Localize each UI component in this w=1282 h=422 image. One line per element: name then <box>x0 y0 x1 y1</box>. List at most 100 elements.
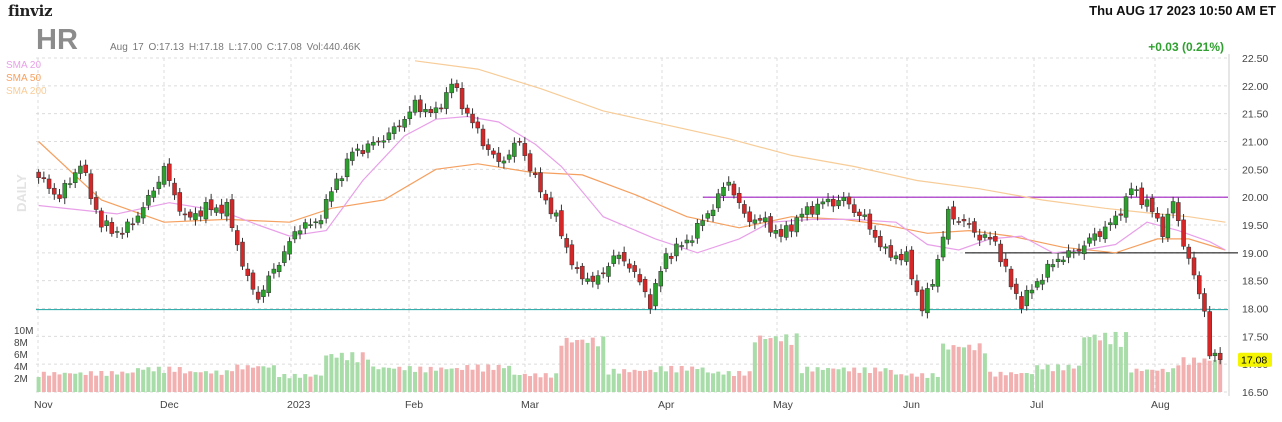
volume-bar <box>350 352 355 392</box>
volume-bar <box>648 369 653 392</box>
x-tick-label: Jun <box>903 399 920 411</box>
candle-body <box>93 197 99 210</box>
volume-bar <box>62 372 67 392</box>
candle-body <box>475 121 481 129</box>
volume-bar <box>407 366 412 392</box>
volume-bar <box>449 368 454 392</box>
candle-body <box>1123 196 1129 218</box>
volume-bar <box>846 371 851 392</box>
volume-bar <box>731 375 736 392</box>
volume-bar <box>653 372 658 392</box>
volume-bar <box>162 372 167 392</box>
candle-body <box>1212 352 1218 357</box>
candle-body <box>642 278 648 293</box>
candle-body <box>480 128 486 147</box>
volume-bar <box>867 373 872 392</box>
candles <box>36 78 1223 365</box>
candle-body <box>161 166 167 185</box>
candle-body <box>329 191 334 202</box>
volume-bar <box>658 366 663 392</box>
x-tick-label: May <box>773 399 794 411</box>
candle-body <box>83 164 88 173</box>
volume-bar <box>501 368 506 392</box>
x-tick-label: Mar <box>521 399 540 411</box>
candle-body <box>506 154 512 160</box>
volume-bar <box>381 367 386 392</box>
sma50-line <box>38 141 1226 254</box>
candle-body <box>1055 258 1061 262</box>
candle-body <box>240 241 245 267</box>
volume-bar <box>815 367 820 392</box>
volume-bar <box>303 374 308 392</box>
volume-bar <box>444 369 449 392</box>
candle-body <box>940 236 946 258</box>
candle-body <box>350 151 355 161</box>
last-price-label: 17.08 <box>1241 355 1267 367</box>
volume-bar <box>716 371 721 392</box>
candle-body <box>621 252 627 262</box>
candle-body <box>41 177 47 179</box>
candle-body <box>344 158 350 178</box>
volume-bar <box>768 338 773 392</box>
candle-body <box>857 211 862 217</box>
candle-body <box>956 221 962 223</box>
candle-body <box>36 171 41 178</box>
candle-body <box>1081 245 1087 255</box>
candle-body <box>1008 268 1014 288</box>
volume-bar <box>78 372 83 392</box>
candle-body <box>878 236 883 248</box>
candle-body <box>752 219 758 224</box>
candle-body <box>323 199 329 219</box>
candle-body <box>120 232 125 235</box>
candle-body <box>496 152 501 162</box>
volume-bar <box>643 370 648 392</box>
candle-body <box>742 204 747 214</box>
candle-body <box>297 230 303 235</box>
volume-bar <box>1045 364 1050 392</box>
candle-body <box>637 274 643 283</box>
legend-sma50: SMA 50 <box>6 73 42 84</box>
volume-bar <box>345 360 350 392</box>
volume-bar <box>705 372 710 392</box>
volume-bar <box>622 369 627 392</box>
candle-body <box>376 140 381 143</box>
volume-bar <box>522 373 527 392</box>
candle-body <box>140 207 146 219</box>
volume-bar <box>1171 368 1176 392</box>
volume-bar <box>1129 372 1134 392</box>
candle-body <box>789 224 794 232</box>
volume-bar <box>1186 364 1191 392</box>
candle-body <box>1217 352 1223 360</box>
volume-bar <box>271 365 276 392</box>
sma200-line <box>414 60 1226 223</box>
candle-body <box>925 288 930 314</box>
volume-bar <box>433 370 438 392</box>
candle-body <box>538 172 543 193</box>
candle-body <box>177 192 183 212</box>
volume-bar <box>663 371 668 392</box>
volume-bar <box>365 359 370 392</box>
candle-body <box>214 207 219 213</box>
candle-body <box>501 160 507 164</box>
candle-body <box>465 107 470 114</box>
volume-bar <box>130 372 135 392</box>
candle-body <box>695 222 700 239</box>
candle-body <box>1034 281 1040 288</box>
candle-body <box>1207 311 1212 357</box>
finviz-logo[interactable]: finviz <box>8 2 53 20</box>
candle-body <box>172 182 177 196</box>
last-price-marker: 17.08 <box>1238 352 1272 367</box>
candle-body <box>726 181 731 186</box>
candle-body <box>182 213 188 216</box>
volume-bar <box>695 369 700 392</box>
volume-bar <box>418 366 423 392</box>
volume-bar <box>1040 369 1045 392</box>
candle-body <box>1202 293 1207 312</box>
x-tick-label: Jul <box>1030 399 1043 411</box>
volume-bar <box>397 366 402 392</box>
volume-bar <box>737 370 742 392</box>
volume-bar <box>601 336 606 392</box>
price-change: +0.03 (0.21%) <box>1148 40 1224 54</box>
volume-bar <box>564 337 569 392</box>
